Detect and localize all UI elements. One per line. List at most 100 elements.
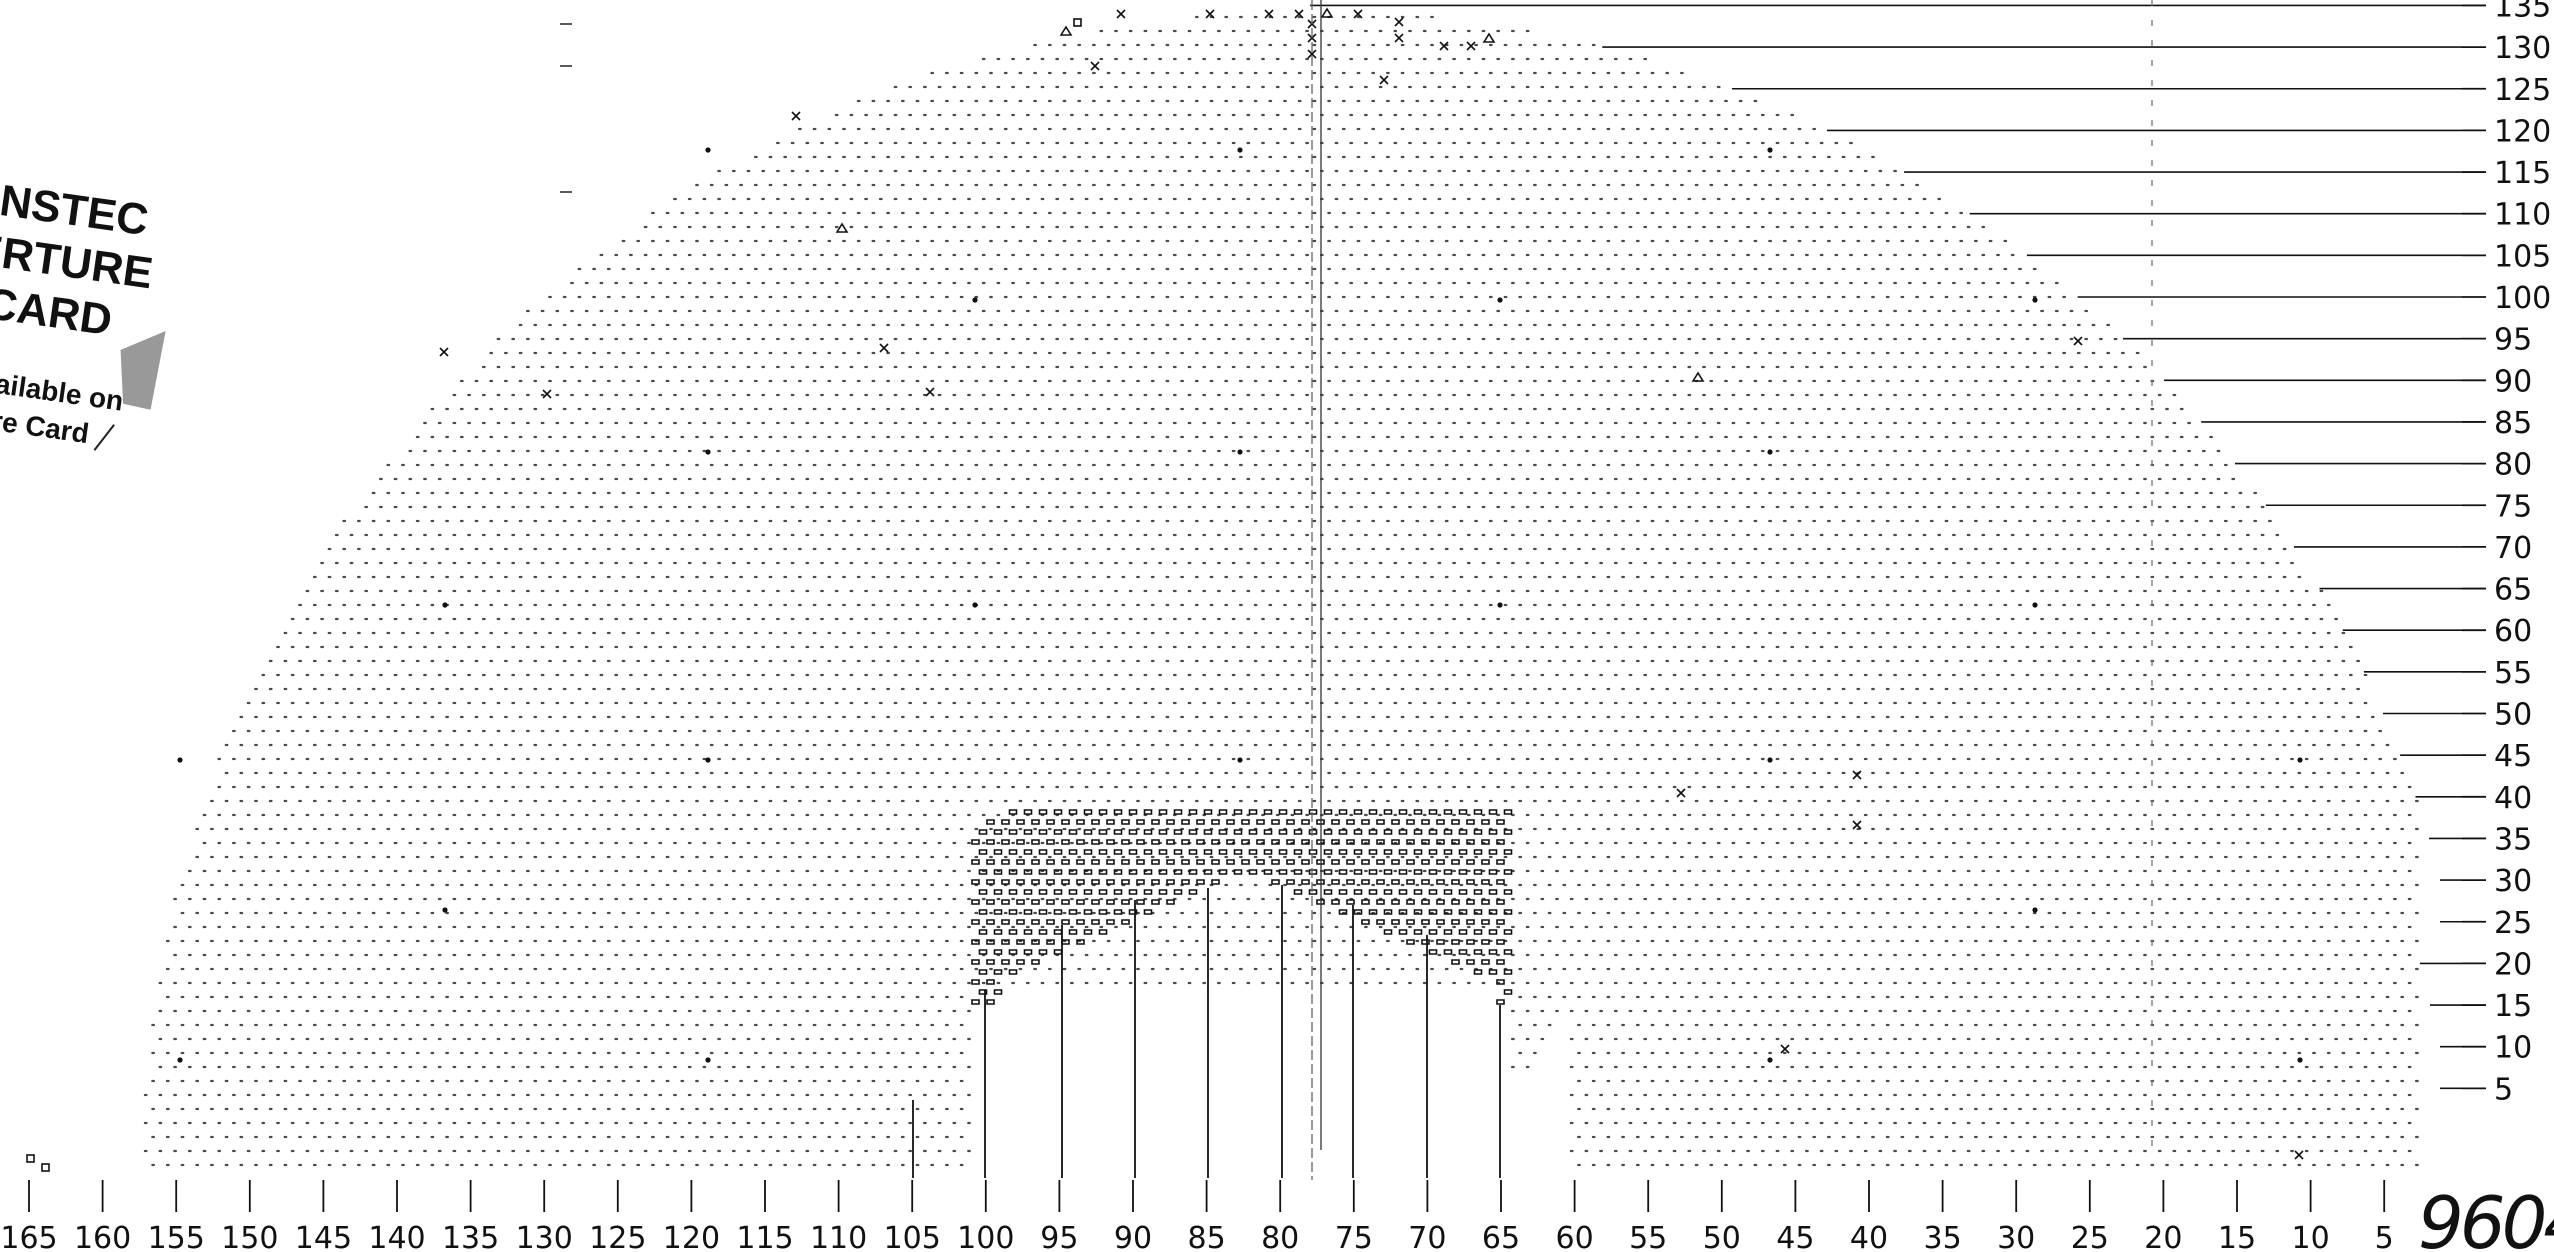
x-tick-label: 75 [1335, 1221, 1373, 1252]
y-tick: 75 [2462, 489, 2532, 524]
x-tick: 110 [810, 1180, 867, 1252]
y-tick: 90 [2462, 364, 2532, 399]
x-tick: 125 [589, 1180, 646, 1252]
x-tick: 15 [2218, 1180, 2256, 1252]
left-dashes [560, 23, 572, 193]
solid-dot [2032, 297, 2038, 303]
solid-dot [1237, 449, 1243, 455]
x-tick-label: 165 [0, 1221, 57, 1252]
scattered-markers [26, 7, 2304, 1172]
solid-dot [1767, 1057, 1773, 1063]
x-tick-label: 105 [884, 1221, 941, 1252]
y-tick-label: 90 [2494, 364, 2532, 399]
x-tick: 120 [663, 1180, 720, 1252]
dense-symbol-block [971, 809, 1513, 1005]
y-tick-label: 25 [2494, 906, 2532, 941]
y-tick-label: 35 [2494, 822, 2532, 857]
y-tick: 10 [2462, 1031, 2532, 1066]
x-tick-label: 120 [663, 1221, 720, 1252]
solid-dot [177, 1057, 183, 1063]
x-tick: 75 [1335, 1180, 1373, 1252]
y-tick: 125 [2462, 73, 2551, 108]
y-tick-label: 65 [2494, 573, 2532, 608]
y-tick-label: 60 [2494, 614, 2532, 649]
y-tick: 115 [2462, 156, 2551, 191]
x-tick: 85 [1188, 1180, 1226, 1252]
y-tick: 30 [2462, 864, 2532, 899]
x-tick: 105 [884, 1180, 941, 1252]
solid-dot [442, 602, 448, 608]
vertical-lines [912, 885, 1501, 1178]
x-tick: 155 [148, 1180, 205, 1252]
solid-dot [177, 757, 183, 763]
x-tick: 50 [1703, 1180, 1741, 1252]
solid-dot [705, 449, 711, 455]
y-tick-label: 110 [2494, 198, 2551, 233]
x-tick: 165 [0, 1180, 58, 1252]
x-tick-label: 90 [1114, 1221, 1152, 1252]
x-tick-label: 155 [148, 1221, 205, 1252]
solid-dot [2297, 1057, 2303, 1063]
x-tick: 25 [2071, 1180, 2109, 1252]
x-tick: 35 [1924, 1180, 1962, 1252]
y-tick: 95 [2462, 323, 2532, 358]
handwritten-number: 9604 [2418, 1181, 2554, 1252]
y-tick-label: 105 [2494, 239, 2551, 274]
y-tick: 40 [2462, 781, 2532, 816]
x-tick-label: 45 [1776, 1221, 1814, 1252]
x-tick-label: 125 [589, 1221, 646, 1252]
y-tick: 50 [2462, 698, 2532, 733]
y-tick-label: 15 [2494, 989, 2532, 1024]
x-tick: 80 [1261, 1180, 1299, 1252]
y-tick-label: 120 [2494, 114, 2551, 149]
y-tick-label: 115 [2494, 156, 2551, 191]
solid-dot [1497, 297, 1503, 303]
x-tick-label: 25 [2071, 1221, 2109, 1252]
y-tick: 25 [2462, 906, 2532, 941]
solid-dot [2032, 602, 2038, 608]
x-tick: 135 [442, 1180, 499, 1252]
y-tick-label: 50 [2494, 698, 2532, 733]
x-tick: 95 [1040, 1180, 1078, 1252]
solid-dot [442, 907, 448, 913]
x-tick: 10 [2292, 1180, 2330, 1252]
y-tick: 60 [2462, 614, 2532, 649]
x-tick-label: 60 [1556, 1221, 1594, 1252]
solid-dot [705, 1057, 711, 1063]
x-tick: 130 [516, 1180, 573, 1252]
x-tick-label: 50 [1703, 1221, 1741, 1252]
x-tick: 65 [1482, 1180, 1520, 1252]
y-tick-label: 45 [2494, 739, 2532, 774]
y-tick: 55 [2462, 656, 2532, 691]
y-tick: 45 [2462, 739, 2532, 774]
x-tick-label: 80 [1261, 1221, 1299, 1252]
y-tick: 20 [2462, 947, 2532, 982]
x-tick-label: 115 [736, 1221, 793, 1252]
x-tick-label: 55 [1629, 1221, 1667, 1252]
y-tick: 5 [2462, 1072, 2513, 1107]
x-tick: 90 [1114, 1180, 1152, 1252]
x-tick: 5 [2375, 1180, 2394, 1252]
x-tick: 145 [295, 1180, 352, 1252]
x-tick: 70 [1408, 1180, 1446, 1252]
y-tick: 135 [2462, 0, 2551, 24]
x-tick-label: 85 [1188, 1221, 1226, 1252]
x-tick: 55 [1629, 1180, 1667, 1252]
y-tick-label: 130 [2494, 31, 2551, 66]
y-tick-label: 85 [2494, 406, 2532, 441]
solid-dot [2297, 757, 2303, 763]
y-tick-label: 95 [2494, 323, 2532, 358]
solid-dot [972, 602, 978, 608]
x-tick-label: 10 [2292, 1221, 2330, 1252]
solid-dot [705, 147, 711, 153]
dotted-field [143, 15, 2419, 1167]
y-tick-label: 30 [2494, 864, 2532, 899]
x-tick-label: 5 [2375, 1221, 2394, 1252]
solid-dot [705, 757, 711, 763]
x-tick: 140 [368, 1180, 426, 1252]
y-tick: 80 [2462, 448, 2532, 483]
solid-dot [2032, 907, 2038, 913]
y-tick: 35 [2462, 822, 2532, 857]
y-tick: 15 [2462, 989, 2532, 1024]
x-tick-label: 40 [1850, 1221, 1888, 1252]
